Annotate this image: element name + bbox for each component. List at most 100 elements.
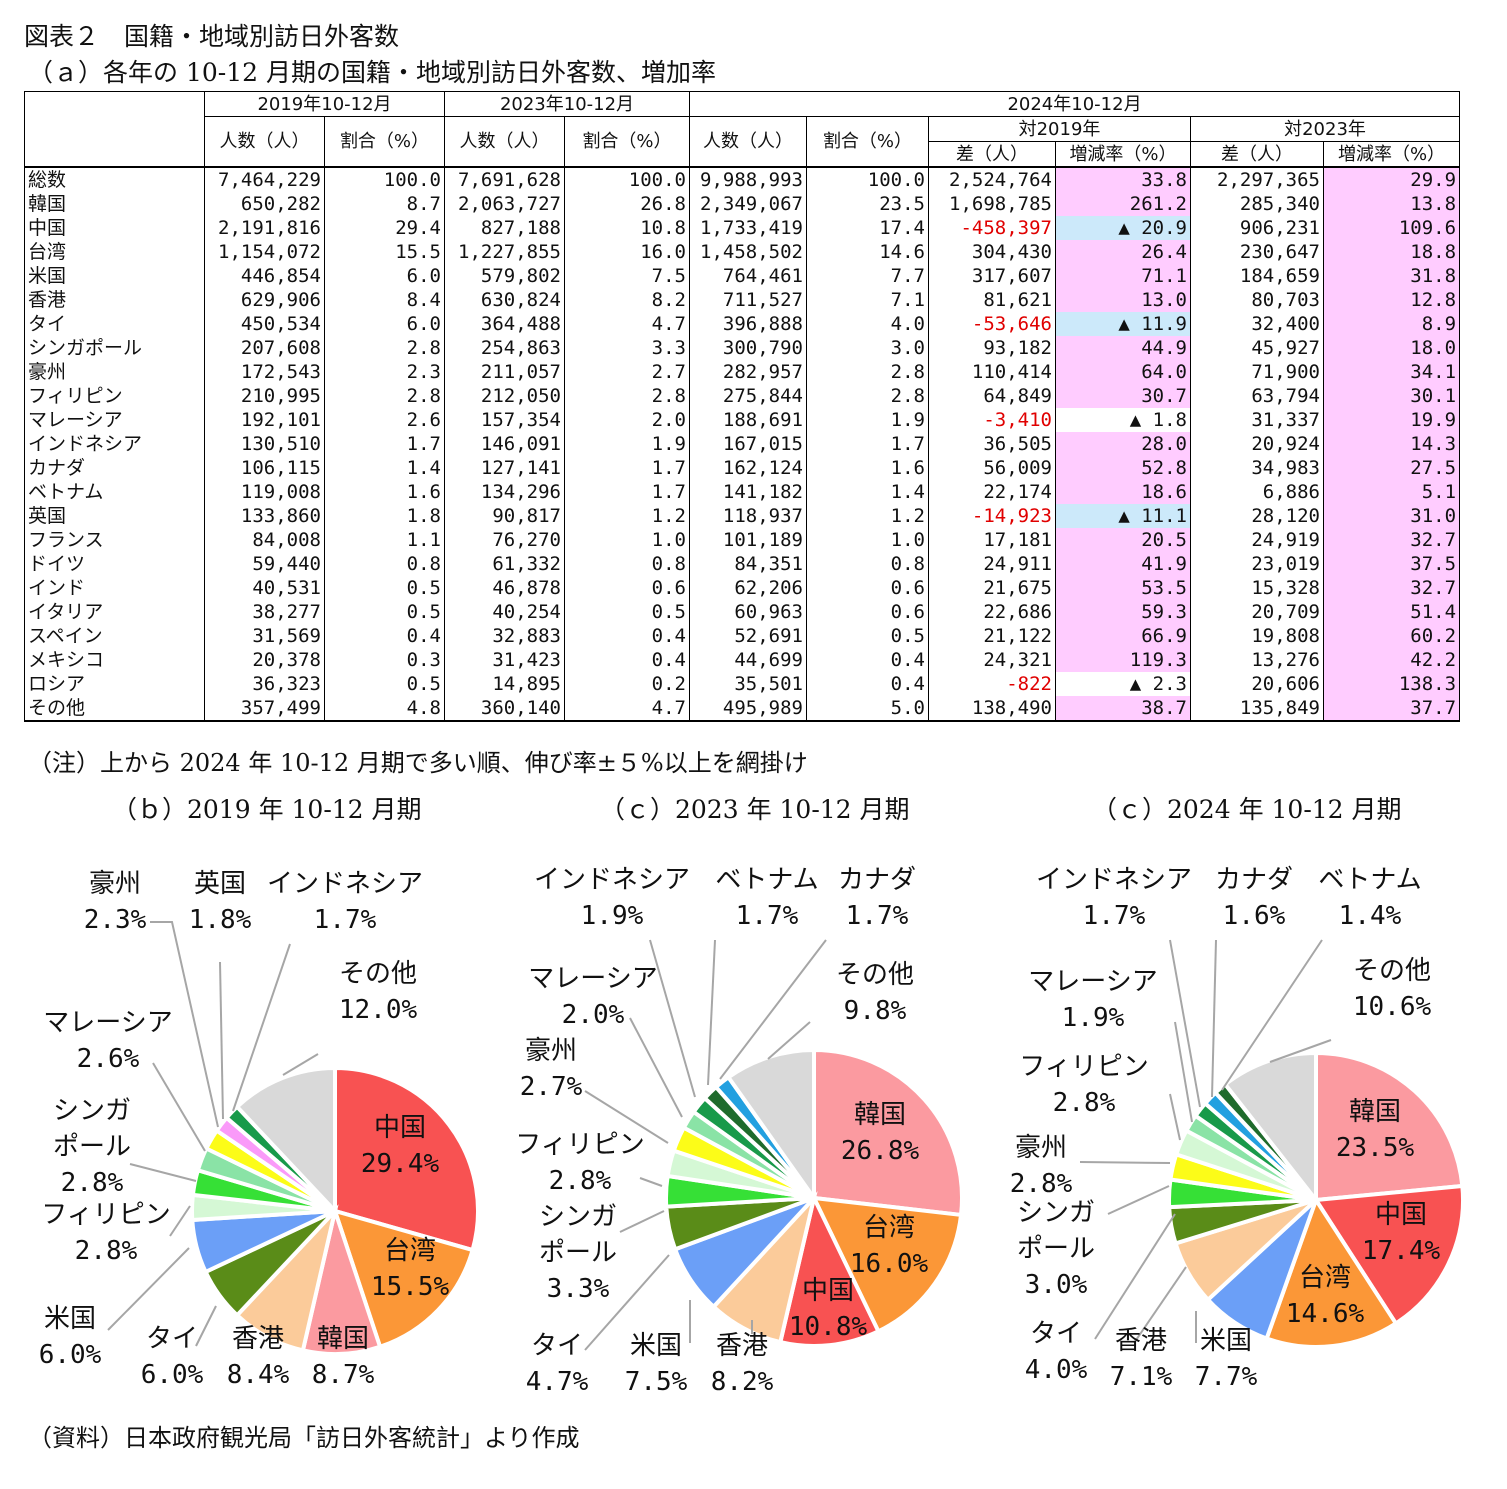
- pie-label: カナダ 1.7%: [838, 863, 916, 935]
- cell-d23: 20,709: [1190, 600, 1324, 624]
- cell-s23: 7.5: [564, 264, 690, 288]
- cell-d19: 317,607: [928, 264, 1056, 288]
- cell-c19: 210,995: [204, 384, 325, 408]
- cell-c24: 44,699: [689, 648, 807, 672]
- pie-label-value: 2.8%: [1009, 1169, 1073, 1199]
- pie-charts: [107, 921, 1465, 1356]
- pie-label: 韓国 8.7%: [312, 1322, 375, 1394]
- pie-label: シンガ ポール 3.0%: [1017, 1196, 1095, 1304]
- cell-d19: 1,698,785: [928, 192, 1056, 216]
- cell-d19: 2,524,764: [928, 166, 1056, 192]
- cell-s23: 0.6: [564, 576, 690, 600]
- pie-label: 中国 29.4%: [361, 1111, 439, 1183]
- pie-label-value: 14.6%: [1285, 1299, 1365, 1329]
- cell-c24: 60,963: [689, 600, 807, 624]
- pie-label-name-part: ポール: [52, 1132, 132, 1163]
- leader-line: [1269, 1039, 1332, 1063]
- table-row: フランス 84,008 1.1 76,270 1.0 101,189 1.0 17,181 20…: [24, 528, 1461, 552]
- pie-label: 中国 17.4%: [1362, 1198, 1440, 1270]
- cell-d19: 22,686: [928, 600, 1056, 624]
- cell-s19: 2.8: [324, 336, 445, 360]
- cell-c23: 254,863: [444, 336, 565, 360]
- cell-s24: 0.4: [806, 672, 929, 696]
- cell-c19: 84,008: [204, 528, 325, 552]
- pie-label: 豪州 2.3%: [84, 867, 147, 939]
- pie-label: ベトナム 1.4%: [1318, 863, 1421, 935]
- cell-r23: 32.7: [1322, 576, 1461, 600]
- header-rate-2019: 増減率（%）: [1055, 141, 1191, 168]
- pie-label-name: 台湾: [383, 1236, 436, 1267]
- header-2019: 2019年10-12月: [204, 91, 445, 117]
- row-label: イタリア: [24, 600, 205, 624]
- cell-d23: 6,886: [1190, 480, 1324, 504]
- pie-label-value: 6.0%: [140, 1360, 204, 1390]
- cell-s19: 0.3: [324, 648, 445, 672]
- cell-r19: 33.8: [1055, 166, 1191, 192]
- pie-label: 香港 8.2%: [711, 1329, 774, 1401]
- cell-s23: 3.3: [564, 336, 690, 360]
- pie-label-name-part: ポール: [1016, 1234, 1096, 1265]
- pie-slice: [333, 1065, 480, 1253]
- cell-s24: 1.9: [806, 408, 929, 432]
- pie-label: マレーシア 1.9%: [1028, 965, 1157, 1037]
- pie-label-value: 4.7%: [525, 1367, 589, 1397]
- cell-s24: 0.8: [806, 552, 929, 576]
- cell-r23: 18.8: [1322, 240, 1461, 264]
- table-row: 香港 629,906 8.4 630,824 8.2 711,527 7.1 81,621 13…: [24, 288, 1461, 312]
- row-label: マレーシア: [24, 408, 205, 432]
- pie-label-name: 豪州: [524, 1036, 577, 1067]
- cell-r23: 42.2: [1322, 648, 1461, 672]
- leader-line: [639, 1177, 663, 1187]
- table-row: その他 357,499 4.8 360,140 4.7 495,989 5.0 138,490…: [24, 696, 1461, 722]
- cell-s19: 1.7: [324, 432, 445, 456]
- cell-s23: 0.8: [564, 552, 690, 576]
- cell-r23: 51.4: [1322, 600, 1461, 624]
- cell-r19: 119.3: [1055, 648, 1191, 672]
- cell-r19: ▲ 2.3: [1055, 672, 1191, 696]
- cell-r19: 41.9: [1055, 552, 1191, 576]
- cell-c24: 2,349,067: [689, 192, 807, 216]
- cell-r19: 66.9: [1055, 624, 1191, 648]
- cell-c19: 446,854: [204, 264, 325, 288]
- header-count-2019: 人数（人）: [204, 116, 325, 168]
- row-label: スペイン: [24, 624, 205, 648]
- cell-s24: 2.8: [806, 360, 929, 384]
- leader-line: [1133, 1266, 1187, 1344]
- pie-label-value: 2.0%: [561, 1000, 625, 1030]
- cell-c24: 764,461: [689, 264, 807, 288]
- cell-c23: 360,140: [444, 696, 565, 722]
- cell-c24: 167,015: [689, 432, 807, 456]
- pie-label: 台湾 14.6%: [1286, 1261, 1364, 1333]
- cell-s24: 5.0: [806, 696, 929, 722]
- cell-c24: 84,351: [689, 552, 807, 576]
- pie-label-name: 台湾: [1298, 1263, 1351, 1294]
- row-label: インド: [24, 576, 205, 600]
- pie-label-value: 2.6%: [76, 1044, 140, 1074]
- header-count-2023: 人数（人）: [444, 116, 565, 168]
- cell-c23: 46,878: [444, 576, 565, 600]
- cell-r19: 18.6: [1055, 480, 1191, 504]
- pie-label: 台湾 15.5%: [371, 1234, 449, 1306]
- cell-r23: 29.9: [1322, 166, 1461, 192]
- pie-label-name: マレーシア: [528, 964, 658, 995]
- pie-title-2019: （ｂ）2019 年 10-12 月期: [112, 795, 422, 824]
- cell-s23: 10.8: [564, 216, 690, 240]
- cell-r19: ▲ 1.8: [1055, 408, 1191, 432]
- cell-s23: 0.4: [564, 624, 690, 648]
- cell-r19: 13.0: [1055, 288, 1191, 312]
- cell-d23: 2,297,365: [1190, 166, 1324, 192]
- table-row: 中国 2,191,816 29.4 827,188 10.8 1,733,419 17.4-…: [24, 216, 1461, 240]
- cell-s24: 0.5: [806, 624, 929, 648]
- cell-s19: 100.0: [324, 166, 445, 192]
- cell-d23: 13,276: [1190, 648, 1324, 672]
- pie-label-value: 29.4%: [360, 1149, 440, 1179]
- pie-label-name: カナダ: [1214, 865, 1294, 896]
- cell-c19: 650,282: [204, 192, 325, 216]
- cell-r19: ▲ 11.1: [1055, 504, 1191, 528]
- pie-label-name: 韓国: [316, 1324, 369, 1355]
- cell-c24: 188,691: [689, 408, 807, 432]
- row-label: 総数: [24, 166, 205, 192]
- pie-label: シンガ ポール 2.8%: [53, 1094, 131, 1202]
- cell-r23: 32.7: [1322, 528, 1461, 552]
- cell-c23: 76,270: [444, 528, 565, 552]
